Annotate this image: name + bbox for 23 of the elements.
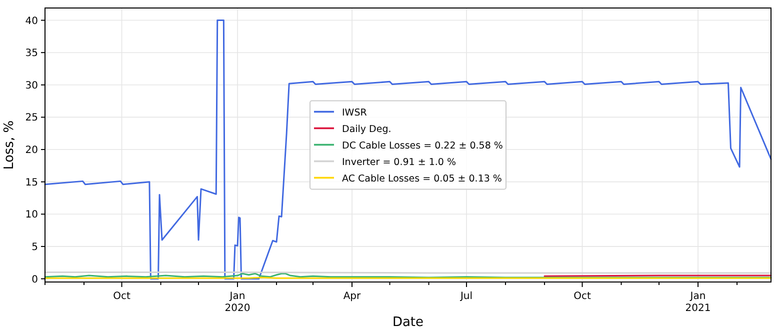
line-series — [44, 20, 772, 280]
x-tick-label: Jul — [459, 291, 473, 302]
legend-label: Inverter = 0.91 ± 1.0 % — [342, 156, 456, 168]
x-tick-label: Oct — [574, 291, 591, 302]
legend-label: IWSR — [342, 107, 368, 118]
y-tick-label: 25 — [25, 112, 38, 124]
y-tick-label: 20 — [25, 145, 38, 156]
legend-label: AC Cable Losses = 0.05 ± 0.13 % — [342, 173, 502, 184]
x-tick-label: Jan 2020 — [224, 291, 250, 314]
y-tick-label: 10 — [25, 210, 38, 221]
x-tick-label: Oct — [113, 291, 130, 302]
y-tick-label: 35 — [25, 48, 38, 60]
x-tick-label: Apr — [343, 291, 362, 302]
y-axis-title: Loss, % — [2, 120, 17, 170]
legend-label: DC Cable Losses = 0.22 ± 0.58 % — [342, 140, 503, 152]
y-tick-label: 40 — [25, 16, 38, 27]
y-tick-label: 5 — [32, 242, 38, 253]
y-tick-label: 15 — [25, 177, 38, 188]
y-tick-label: 30 — [25, 80, 38, 92]
y-tick-label: 0 — [32, 274, 38, 286]
legend-label: Daily Deg. — [342, 124, 392, 135]
x-axis-title: Date — [392, 315, 424, 330]
x-tick-label: Jan 2021 — [685, 291, 711, 314]
